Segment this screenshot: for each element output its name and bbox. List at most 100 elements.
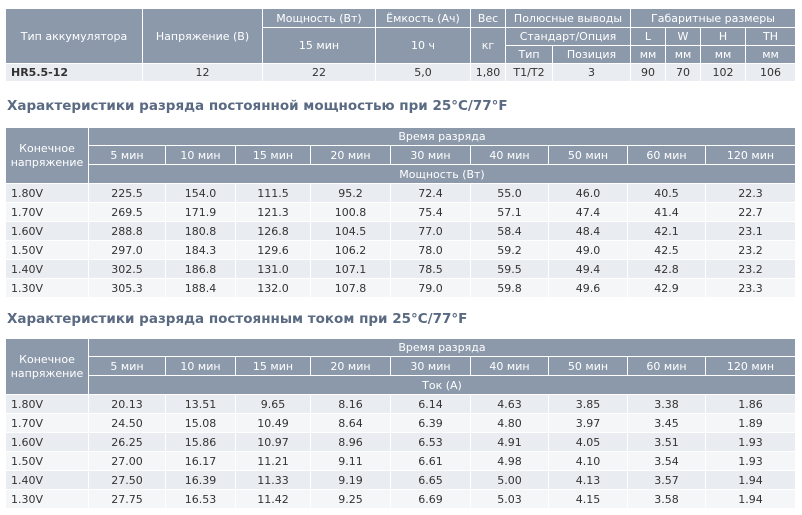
header-cell: 60 мин [627,356,706,376]
header-cell: мм [700,45,746,64]
cell: 46.0 [548,183,628,203]
cell: 1.93 [705,451,796,471]
cell: 42.1 [627,221,706,241]
cell: HR5.5-12 [5,63,143,82]
row-label: 1.30V [5,489,89,509]
cell: 5.03 [470,489,549,509]
row-label: 1.40V [5,259,89,279]
cell: 129.6 [235,240,311,260]
cell: 78.0 [390,240,471,260]
header-row: 5 мин 10 мин 15 мин 20 мин 30 мин 40 мин 50 ми… [6,145,796,165]
data-row: 1.40V 302.5 186.8 131.0 107.1 78.5 59.5 49.4 42.… [5,259,796,279]
cell: 75.4 [390,202,471,222]
cell: 154.0 [165,183,236,203]
data-row d0: HR5.5-12 12 22 5,0 1,80 T1/T2 3 90 70 102 106 [5,63,796,82]
header-cell: 30 мин [390,356,471,376]
header-cell: 50 мин [548,356,628,376]
data-row: 1.70V 24.50 15.08 10.49 8.64 6.39 4.80 3.97 3.45… [5,413,796,433]
header-cell: Стандарт/Опция [505,27,631,46]
header-cell: 15 мин [235,145,311,165]
cell: 13.51 [165,394,236,414]
cell: 4.91 [470,432,549,452]
cell: 106 [745,63,796,82]
cell: 121.3 [235,202,311,222]
cell: 126.8 [235,221,311,241]
cell: 55.0 [470,183,549,203]
data-row: 1.70V 269.5 171.9 121.3 100.8 75.4 57.1 47.4 41.… [5,202,796,222]
cell: 72.4 [390,183,471,203]
row-label: 1.30V [5,278,89,298]
cell: 5.00 [470,470,549,490]
header-cell: TH [745,27,796,46]
cell: 305.3 [88,278,166,298]
cell: 225.5 [88,183,166,203]
cell: 132.0 [235,278,311,298]
header-cell: 5 мин [88,145,166,165]
cell: 184.3 [165,240,236,260]
cell: 4.05 [548,432,628,452]
header-cell: Мощность (Вт) [262,8,376,28]
cell: 78.5 [390,259,471,279]
cell: 27.50 [88,470,166,490]
cell: 4.15 [548,489,628,509]
cell: 95.2 [310,183,391,203]
cell: 4.63 [470,394,549,414]
cell: 11.42 [235,489,311,509]
header-cell: 10 мин [165,145,236,165]
cell: 3.38 [627,394,706,414]
cell: 302.5 [88,259,166,279]
cell: 23.2 [705,259,796,279]
discharge-table: Конечное напряжение Время разряда 5 мин 10 … [5,127,796,298]
data-row: 1.50V 27.00 16.17 11.21 9.11 6.61 4.98 4.10 3.54… [5,451,796,471]
header-row: 5 мин 10 мин 15 мин 20 мин 30 мин 40 мин 50 ми… [6,356,796,376]
cell: 15.86 [165,432,236,452]
cell: 23.2 [705,240,796,260]
cell: 107.1 [310,259,391,279]
cell: 8.64 [310,413,391,433]
header-cell: 10 мин [165,356,236,376]
cell: 3.97 [548,413,628,433]
cell: 79.0 [390,278,471,298]
cell: 11.33 [235,470,311,490]
header-cell: Вес [470,8,506,28]
cell: T1/T2 [505,63,553,82]
cell: 171.9 [165,202,236,222]
header-row: Конечное напряжение Время разряда [5,127,796,184]
cell: 1,80 [470,63,506,82]
cell: 27.00 [88,451,166,471]
cell: 59.5 [470,259,549,279]
cell: 20.13 [88,394,166,414]
cell: 57.1 [470,202,549,222]
section-title: Характеристики разряда постоянной мощнос… [7,98,508,114]
cell: 15.08 [165,413,236,433]
cell: 5,0 [375,63,471,82]
cell: 12 [142,63,263,82]
header-row: 15 мин 10 ч кг Стандарт/Опция L W H TH [6,27,796,64]
header-cell: Конечное напряжение [5,127,89,184]
cell: 4.98 [470,451,549,471]
header-cell: Время разряда [88,127,796,146]
cell: 6.69 [390,489,471,509]
header-cell: 50 мин [548,145,628,165]
cell: 26.25 [88,432,166,452]
cell: 102 [700,63,746,82]
cell: 49.6 [548,278,628,298]
header-row: Ток (А) [6,375,796,395]
cell: 10.97 [235,432,311,452]
header-cell: Напряжение (В) [142,8,263,64]
cell: 42.5 [627,240,706,260]
cell: 41.4 [627,202,706,222]
cell: 77.0 [390,221,471,241]
cell: 1.93 [705,432,796,452]
cell: 106.2 [310,240,391,260]
cell: 3.58 [627,489,706,509]
header-cell: 40 мин [470,356,549,376]
header-cell: 60 мин [627,145,706,165]
cell: 4.10 [548,451,628,471]
data-row: 1.30V 27.75 16.53 11.42 9.25 6.69 5.03 4.15 3.58… [5,489,796,509]
cell: 22.7 [705,202,796,222]
cell: 23.3 [705,278,796,298]
row-label: 1.60V [5,432,89,452]
row-label: 1.40V [5,470,89,490]
